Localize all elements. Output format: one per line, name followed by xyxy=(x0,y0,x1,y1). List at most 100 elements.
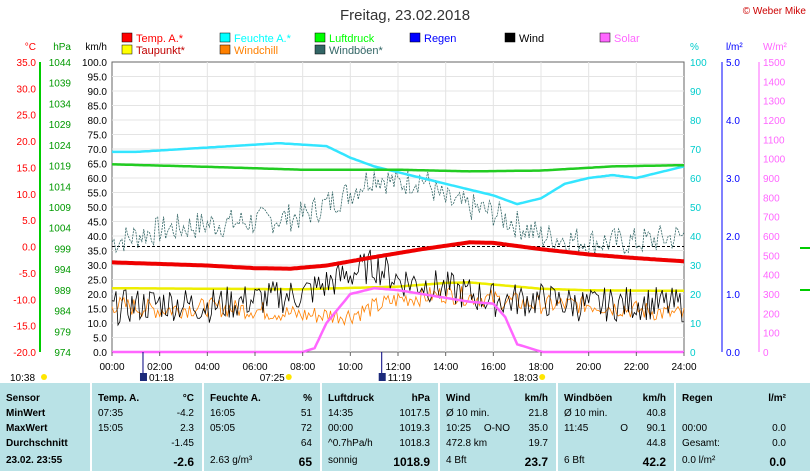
cell-value: 1017.5 xyxy=(399,408,430,419)
moonset-time: 11:19 xyxy=(388,373,413,383)
col-header: Temp. A. xyxy=(98,393,140,404)
credit-label: © Weber Mike xyxy=(743,6,807,17)
tick-pres: 1039 xyxy=(49,79,72,90)
tick-solar: 1100 xyxy=(763,135,785,146)
cell-value: 44.8 xyxy=(646,438,666,449)
x-tick-label: 10:00 xyxy=(338,362,363,373)
tick-solar: 100 xyxy=(763,329,780,340)
tick-temp: 30.0 xyxy=(17,84,37,95)
col-header: Luftdruck xyxy=(328,393,375,404)
axis-unit-hum: % xyxy=(690,42,699,53)
x-tick-label: 24:00 xyxy=(671,362,696,373)
tick-temp: -10.0 xyxy=(13,295,36,306)
cell-value: 72 xyxy=(300,423,312,434)
cell-value: 10:25 xyxy=(446,423,472,434)
cell-value: 1018.9 xyxy=(393,455,430,469)
tick-pres: 1024 xyxy=(49,141,72,152)
tick-temp: 5.0 xyxy=(22,216,36,227)
col-unit: l/m² xyxy=(768,393,786,404)
axis-unit-pres: hPa xyxy=(53,42,71,53)
cell-value: 00:00 xyxy=(328,423,354,434)
cell-value: 1019.3 xyxy=(399,423,430,434)
tick-hum: 100 xyxy=(690,58,707,69)
cell-value: 35.0 xyxy=(528,423,548,434)
cell-value: Ø 10 min. xyxy=(446,408,490,419)
tick-solar: 1200 xyxy=(763,116,786,127)
sun-icon xyxy=(539,374,546,380)
cell-value: 23.7 xyxy=(524,455,548,469)
moon-icon xyxy=(139,373,147,381)
x-tick-label: 12:00 xyxy=(385,362,410,373)
cell-value: 21.8 xyxy=(528,408,548,419)
tick-wind: 50.0 xyxy=(88,203,108,214)
tick-temp: 35.0 xyxy=(17,58,37,69)
cell-value: 14:35 xyxy=(328,408,354,419)
cell-value: sonnig xyxy=(328,455,358,466)
legend-label: Solar xyxy=(614,33,640,45)
legend: Temp. A.* Feuchte A.* Luftdruck Regen Wind So… xyxy=(121,32,640,57)
table-col-gust: Windböen km/h Ø 10 min. 40.8 11:45 O 90.1 44.8 6… xyxy=(558,383,676,471)
tick-rain: 3.0 xyxy=(726,174,740,185)
tick-temp: 20.0 xyxy=(17,137,37,148)
tick-hum: 0 xyxy=(690,348,696,359)
tick-solar: 600 xyxy=(763,232,780,243)
tick-solar: 400 xyxy=(763,271,780,282)
tick-pres: 999 xyxy=(54,244,71,255)
tick-solar: 1300 xyxy=(763,97,786,108)
legend-swatch xyxy=(314,44,326,55)
cell-value: 42.2 xyxy=(642,455,666,469)
legend-label: Regen xyxy=(424,33,456,45)
tick-wind: 10.0 xyxy=(88,319,108,330)
col-unit: km/h xyxy=(524,393,548,404)
series-windchill xyxy=(111,286,685,326)
tick-solar: 900 xyxy=(763,174,780,185)
cell-value: -2.6 xyxy=(173,455,194,469)
table-col-pres: Luftdruck hPa 14:35 1017.5 00:00 1019.3 ^0.7hP… xyxy=(322,383,440,471)
x-tick-label: 16:00 xyxy=(481,362,506,373)
tick-pres: 1014 xyxy=(49,182,72,193)
right-axes: %1009080706050403020100l/m²5.04.03.02.01… xyxy=(690,42,810,359)
series-wind xyxy=(111,249,685,327)
cell-value: ^0.7hPa/h xyxy=(328,438,373,449)
tick-solar: 700 xyxy=(763,213,780,224)
tick-rain: 1.0 xyxy=(726,290,740,301)
tick-wind: 5.0 xyxy=(93,334,107,345)
tick-wind: 80.0 xyxy=(88,116,108,127)
tick-wind: 65.0 xyxy=(88,160,108,171)
series-temp xyxy=(112,240,685,271)
tick-pres: 1044 xyxy=(49,58,72,69)
row-label: Sensor xyxy=(6,393,40,404)
sunset-time: 18:03 xyxy=(513,373,538,383)
x-tick-label: 00:00 xyxy=(99,362,124,373)
axis-unit-solar: W/m² xyxy=(763,42,788,53)
tick-rain: 2.0 xyxy=(726,232,740,243)
tick-hum: 60 xyxy=(690,174,702,185)
tick-temp: 10.0 xyxy=(17,190,37,201)
tick-hum: 10 xyxy=(690,319,702,330)
cell-value: 1018.3 xyxy=(399,438,430,449)
sun-icon xyxy=(41,374,47,380)
legend-swatch xyxy=(121,44,133,55)
tick-wind: 85.0 xyxy=(88,102,108,113)
tick-rain: 5.0 xyxy=(726,58,740,69)
cell-value: 00:00 xyxy=(682,423,708,434)
cell-value: 19.7 xyxy=(528,438,548,449)
x-tick-label: 14:00 xyxy=(433,362,458,373)
cell-value: 51 xyxy=(300,408,312,419)
tick-solar: 1000 xyxy=(763,155,786,166)
tick-wind: 25.0 xyxy=(88,276,108,287)
cell-value: 64 xyxy=(300,438,312,449)
tick-solar: 500 xyxy=(763,251,780,262)
x-tick-label: 06:00 xyxy=(242,362,267,373)
tick-wind: 30.0 xyxy=(88,261,108,272)
x-tick-label: 18:00 xyxy=(528,362,553,373)
row-label: 23.02. 23:55 xyxy=(6,455,63,466)
tick-wind: 45.0 xyxy=(88,218,108,229)
tick-temp: -5.0 xyxy=(19,269,37,280)
cell-value: 0.0 l/m² xyxy=(682,455,716,466)
legend-swatch xyxy=(121,32,133,43)
legend-label: Taupunkt* xyxy=(136,45,186,57)
cell-value: 4 Bft xyxy=(446,455,467,466)
cell-value: 0.0 xyxy=(772,423,786,434)
legend-swatch xyxy=(599,32,611,43)
